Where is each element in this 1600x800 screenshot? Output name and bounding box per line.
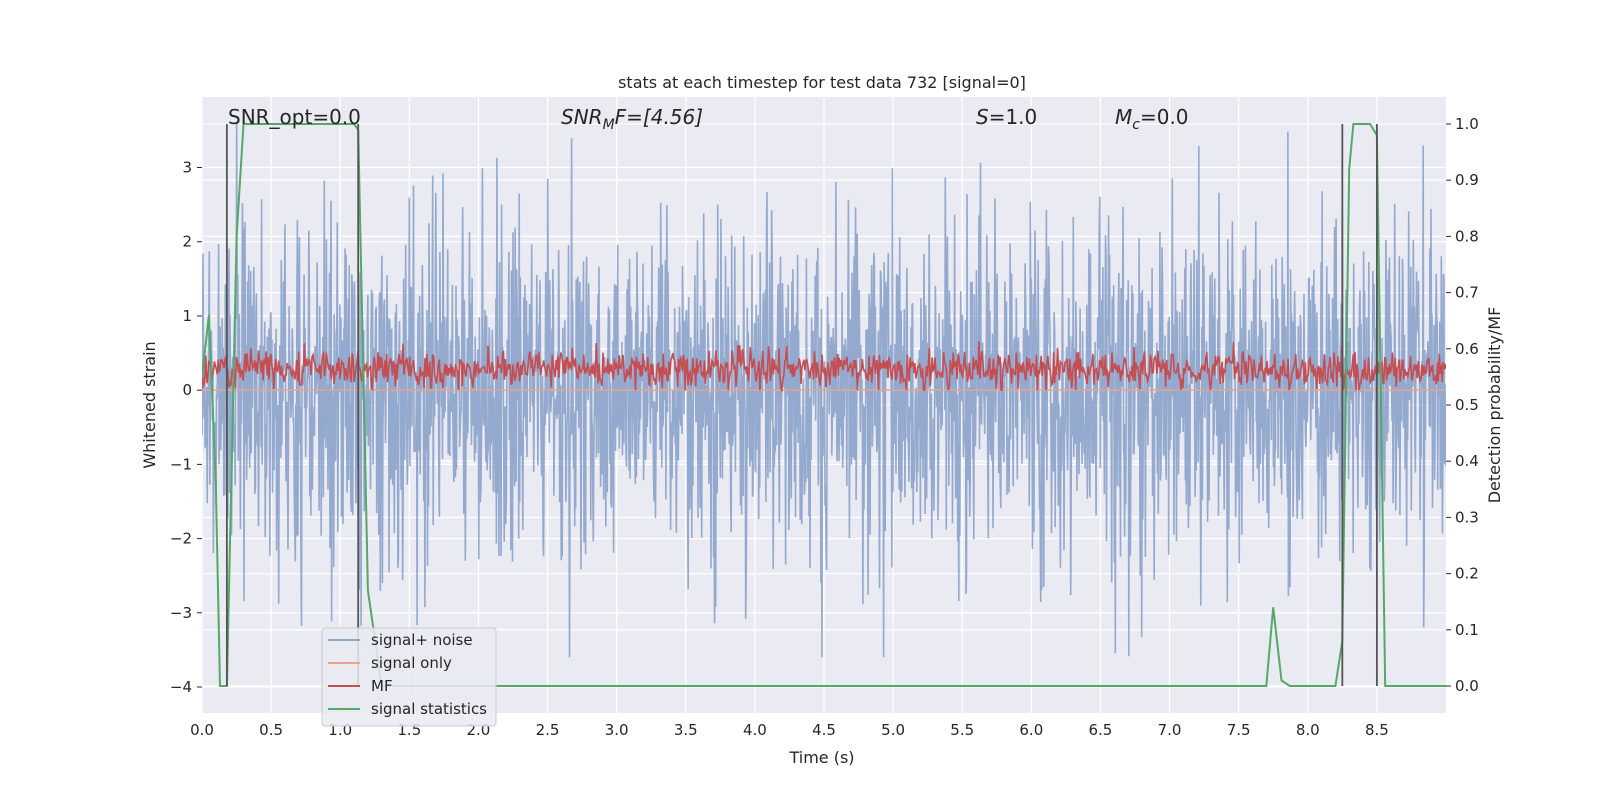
chart-title: stats at each timestep for test data 732…	[618, 73, 1026, 92]
y2-tick-label: 0.8	[1455, 227, 1479, 245]
series-mf	[202, 341, 1446, 394]
y2-tick-label: 0.2	[1455, 565, 1479, 583]
x-tick-label: 0.0	[190, 721, 214, 739]
x-tick-label: 3.0	[605, 721, 629, 739]
y2-tick-label: 0.4	[1455, 452, 1479, 470]
legend-label-signal-noise: signal+ noise	[371, 631, 473, 649]
y-tick-label: −2	[170, 530, 192, 548]
legend-label-mf: MF	[371, 677, 393, 695]
x-tick-label: 8.5	[1365, 721, 1389, 739]
y2-axis-label: Detection probability/MF	[1485, 307, 1504, 504]
x-tick-label: 6.5	[1089, 721, 1113, 739]
y-tick-label: 2	[182, 233, 192, 251]
x-tick-label: 0.5	[259, 721, 283, 739]
x-axis-label: Time (s)	[788, 748, 854, 767]
mc-italic: M	[1115, 105, 1132, 129]
snr-mf-rest: F=[4.56]	[615, 105, 703, 129]
x-tick-label: 8.0	[1296, 721, 1320, 739]
x-tick-label: 4.5	[812, 721, 836, 739]
y2-tick-label: 0.9	[1455, 171, 1479, 189]
y-tick-label: −3	[170, 604, 192, 622]
x-tick-label: 5.0	[881, 721, 905, 739]
y-tick-label: −1	[170, 455, 192, 473]
x-tick-label: 6.0	[1019, 721, 1043, 739]
y2-tick-label: 0.6	[1455, 340, 1479, 358]
y2-tick-label: 0.7	[1455, 284, 1479, 302]
series-signal-plus-noise	[202, 122, 1446, 658]
y-tick-label: 1	[182, 307, 192, 325]
legend-label-signal-statistics: signal statistics	[371, 700, 487, 718]
y2-tick-label: 0.5	[1455, 396, 1479, 414]
legend: signal+ noise signal only MF signal stat…	[321, 627, 497, 727]
y-tick-labels: 3 2 1 0 −1 −2 −3 −4	[170, 159, 202, 696]
annotation-snr-opt: SNR_opt=0.0	[228, 105, 361, 129]
legend-box	[321, 627, 497, 727]
x-tick-label: 2.5	[536, 721, 560, 739]
series-signal-statistics	[202, 123, 1446, 687]
y2-tick-label: 1.0	[1455, 115, 1479, 133]
y2-tick-label: 0.1	[1455, 621, 1479, 639]
annotation-s: S=1.0	[976, 105, 1037, 129]
annotation-mc: Mc=0.0	[1115, 105, 1189, 133]
y-axis-label: Whitened strain	[140, 341, 159, 468]
y2-tick-labels: 1.0 0.9 0.8 0.7 0.6 0.5 0.4 0.3 0.2 0.1 0.0	[1446, 115, 1479, 695]
x-tick-labels: 0.0 0.5 1.0 1.5 2.0 2.5 3.0 3.5 4.0 4.5 5.0 5.5 6.0 6…	[190, 721, 1389, 739]
x-tick-label: 3.5	[674, 721, 698, 739]
mc-sub: c	[1132, 117, 1140, 133]
mc-rest: =0.0	[1140, 105, 1189, 129]
s-rest: =1.0	[989, 105, 1038, 129]
y-tick-label: 0	[182, 381, 192, 399]
series-layer	[202, 122, 1446, 687]
x-tick-label: 7.5	[1227, 721, 1251, 739]
y2-tick-label: 0.3	[1455, 508, 1479, 526]
y-tick-label: 3	[182, 159, 192, 177]
vertical-markers	[225, 123, 1378, 687]
x-tick-label: 4.0	[743, 721, 767, 739]
x-tick-label: 7.0	[1158, 721, 1182, 739]
snr-mf-sub: M	[603, 117, 615, 133]
s-italic: S	[976, 105, 989, 129]
y2-tick-label: 0.0	[1455, 677, 1479, 695]
y-tick-label: −4	[170, 678, 192, 696]
legend-label-signal-only: signal only	[371, 654, 452, 672]
annotation-snr-mf: SNRMF=[4.56]	[561, 105, 703, 133]
snr-mf-base: SNR	[561, 105, 603, 129]
x-tick-label: 5.5	[950, 721, 974, 739]
